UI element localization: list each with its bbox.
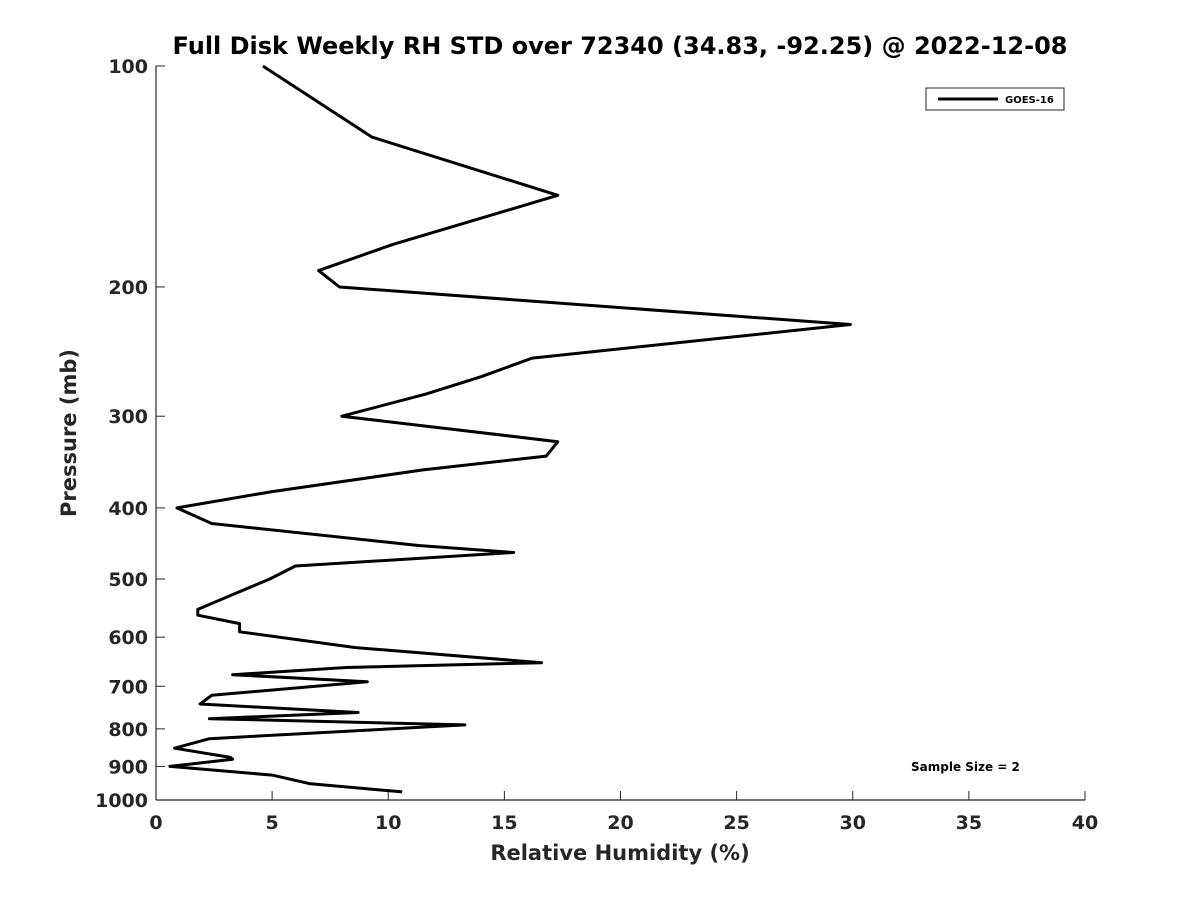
- x-axis-label: Relative Humidity (%): [490, 841, 749, 865]
- chart-title: Full Disk Weekly RH STD over 72340 (34.8…: [173, 32, 1068, 60]
- y-tick-label: 200: [108, 277, 148, 299]
- x-tick-label: 35: [956, 812, 982, 834]
- y-tick-label: 400: [108, 498, 148, 520]
- y-tick-label: 500: [108, 569, 148, 591]
- x-tick-label: 40: [1072, 812, 1098, 834]
- y-tick-label: 900: [108, 756, 148, 778]
- legend: GOES-16: [925, 87, 1065, 111]
- y-tick-label: 800: [108, 719, 148, 741]
- x-tick-label: 30: [840, 812, 866, 834]
- x-tick-label: 10: [375, 812, 401, 834]
- sample-size-annotation: Sample Size = 2: [911, 760, 1020, 774]
- x-tick-label: 5: [266, 812, 279, 834]
- x-tick-label: 0: [149, 812, 162, 834]
- y-tick-label: 600: [108, 627, 148, 649]
- x-ticks: 0 5 10 15 20 25 30 35 40: [149, 791, 1098, 834]
- series-line-goes16: [168, 64, 852, 794]
- y-tick-label: 1000: [95, 790, 148, 812]
- y-ticks: 100 200 300 400 500 600 700 800 900 1000: [95, 56, 165, 812]
- x-tick-label: 20: [607, 812, 633, 834]
- x-tick-label: 25: [723, 812, 749, 834]
- y-axis-label: Pressure (mb): [57, 349, 81, 517]
- y-tick-label: 700: [108, 676, 148, 698]
- legend-label-goes16: GOES-16: [1005, 95, 1054, 106]
- y-tick-label: 300: [108, 406, 148, 428]
- series-layer: [168, 64, 852, 794]
- x-tick-label: 15: [491, 812, 517, 834]
- y-tick-label: 100: [108, 56, 148, 78]
